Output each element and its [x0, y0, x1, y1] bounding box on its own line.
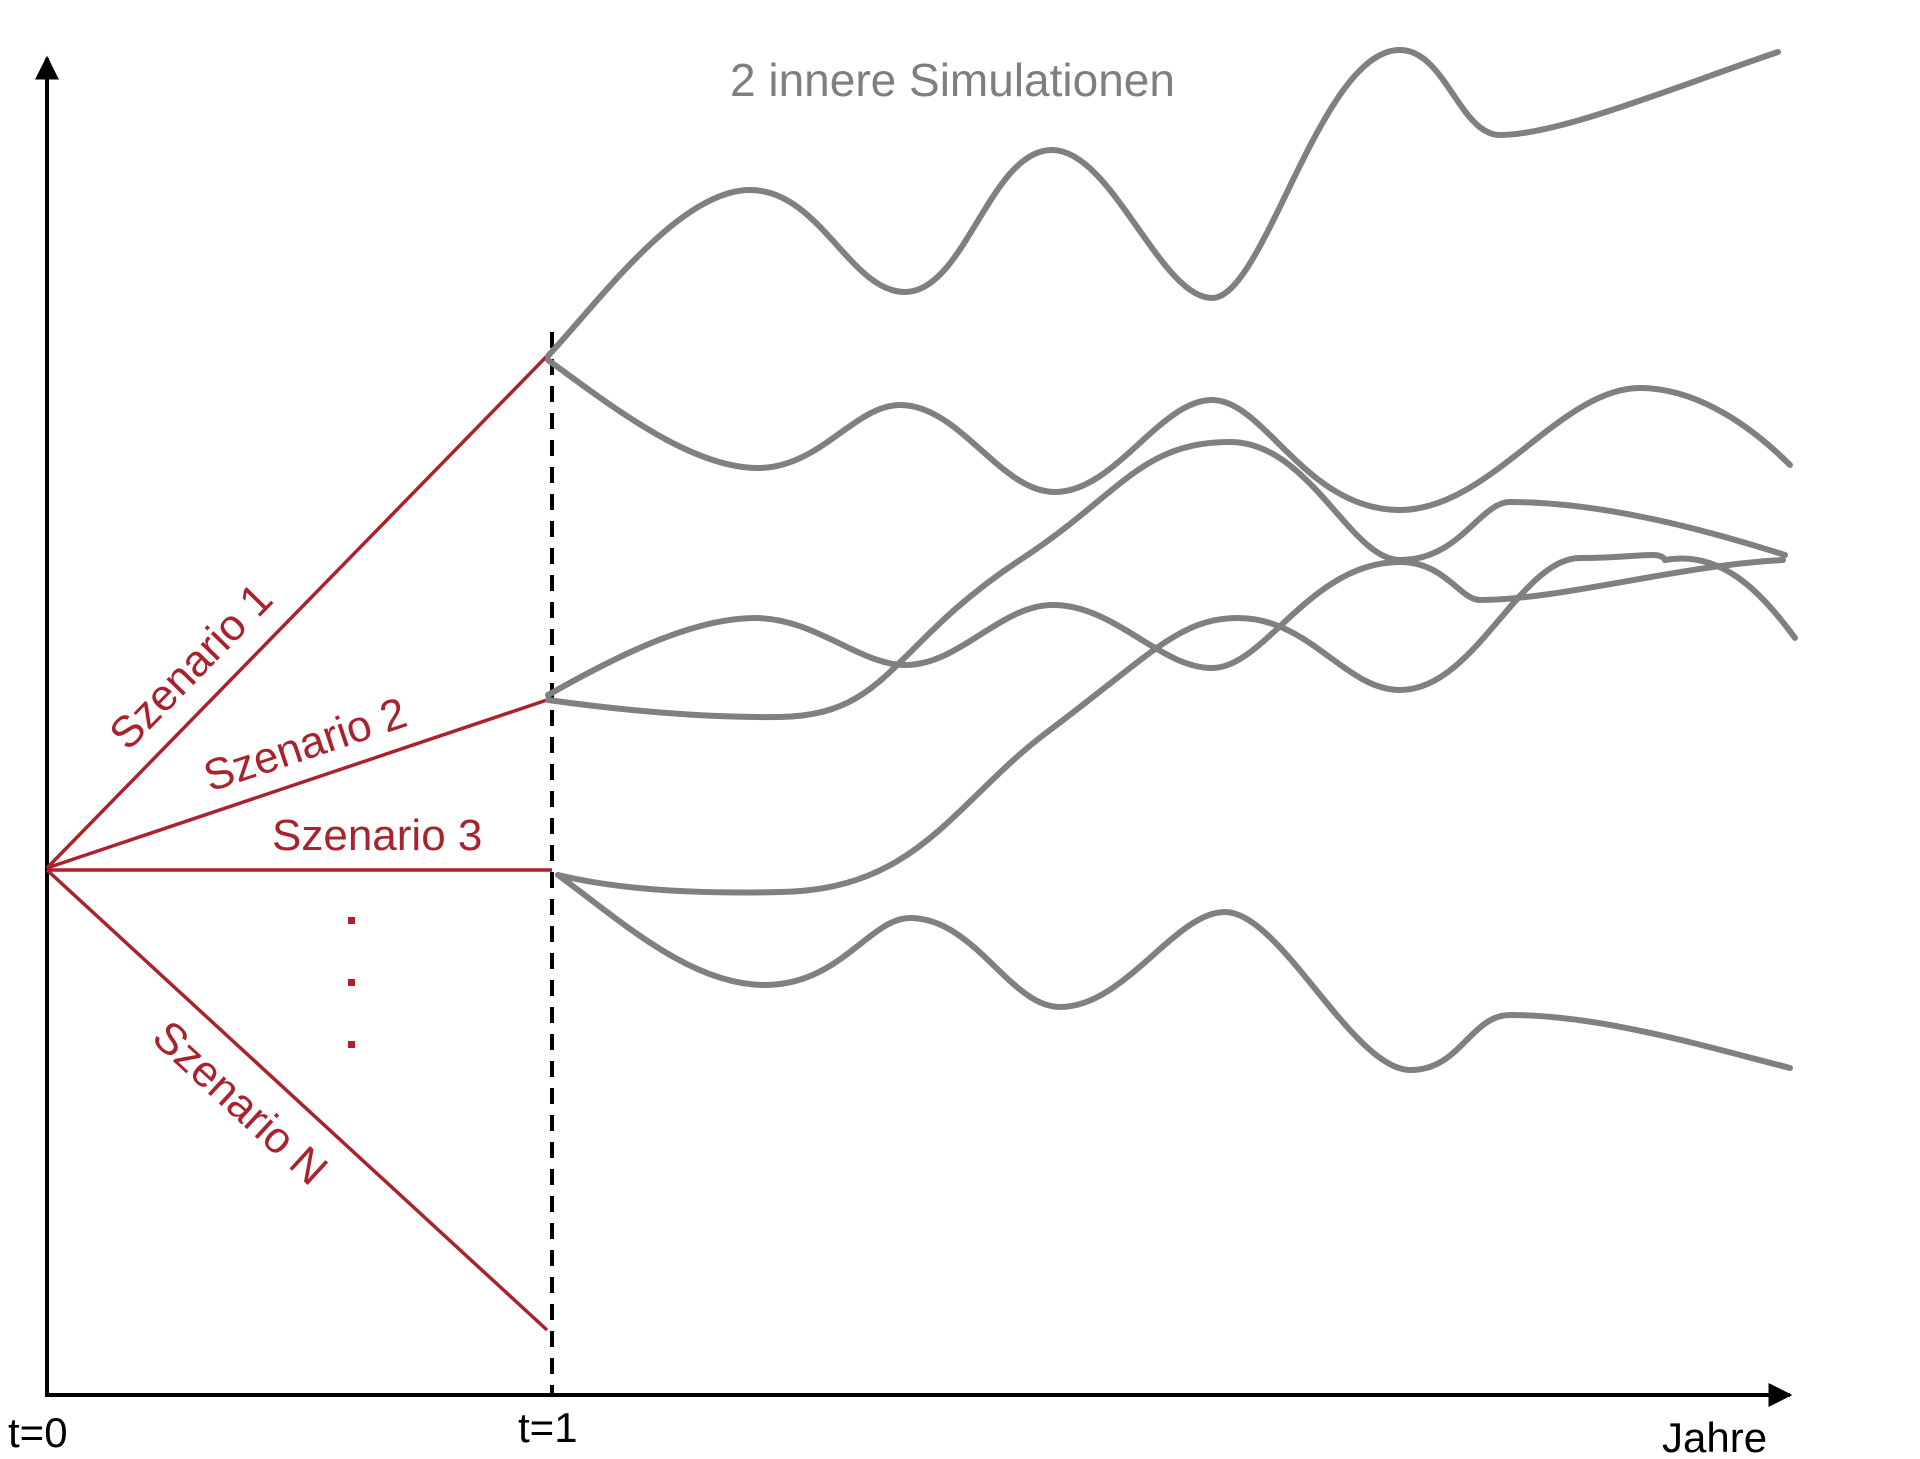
- tick-label-t0: t=0: [8, 1409, 68, 1456]
- scenario-label-1: Szenario 1: [100, 574, 282, 759]
- simulation-path-2a: [545, 557, 1786, 698]
- scenario-lines: [45, 354, 552, 1332]
- scenario-label-2: Szenario 2: [198, 688, 413, 801]
- tick-label-t1: t=1: [518, 1404, 578, 1451]
- scenario-line-n: [45, 868, 549, 1332]
- simulation-path-1b: [545, 357, 1793, 513]
- ellipsis-dot: [348, 979, 355, 986]
- simulation-path-3a: [555, 551, 1798, 896]
- scenario-label-n: Szenario N: [143, 1011, 336, 1194]
- scenario-ellipsis: [348, 917, 355, 1048]
- scenario-label-3: Szenario 3: [272, 811, 482, 860]
- ellipsis-dot: [348, 1041, 355, 1048]
- diagram-title: 2 innere Simulationen: [730, 54, 1175, 106]
- scenario-line-1: [45, 354, 549, 870]
- inner-simulations: [545, 47, 1798, 1074]
- simulation-path-1a: [545, 47, 1781, 359]
- ellipsis-dot: [348, 917, 355, 924]
- x-axis-label: Jahre: [1662, 1414, 1767, 1459]
- scenario-line-2: [46, 698, 548, 870]
- simulation-path-3b: [555, 872, 1793, 1074]
- simulation-path-2b: [545, 439, 1788, 721]
